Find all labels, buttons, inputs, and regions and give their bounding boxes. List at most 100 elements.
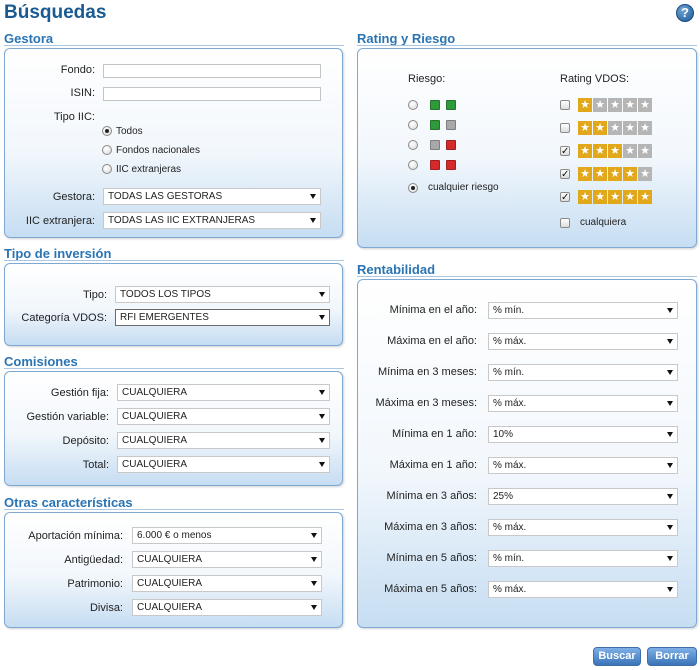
star-icon: ★	[608, 144, 622, 158]
chevron-down-icon	[667, 525, 673, 530]
rating-checkbox-5[interactable]: ✓	[560, 192, 570, 203]
riesgo-radio-3[interactable]	[408, 140, 418, 150]
chevron-down-icon	[319, 438, 325, 443]
rentabilidad-select[interactable]: % mín.	[488, 302, 678, 319]
star-icon: ★	[578, 98, 592, 112]
select-value: 25%	[493, 491, 514, 502]
help-icon[interactable]: ?	[676, 4, 694, 22]
isin-input[interactable]	[103, 87, 321, 101]
deposito-label: Depósito:	[62, 435, 109, 447]
risk-green-square-icon	[430, 100, 440, 110]
star-icon: ★	[593, 144, 607, 158]
rentabilidad-label: Mínima en el año:	[389, 304, 477, 316]
chevron-down-icon	[667, 587, 673, 592]
rentabilidad-select[interactable]: % máx.	[488, 333, 678, 350]
patrimonio-select[interactable]: CUALQUIERA	[132, 575, 322, 592]
select-value: % máx.	[493, 336, 527, 347]
riesgo-any-label: cualquier riesgo	[428, 182, 499, 193]
select-value: CUALQUIERA	[122, 411, 188, 422]
rating-checkbox-3[interactable]: ✓	[560, 146, 570, 157]
tipo-select[interactable]: TODOS LOS TIPOS	[115, 286, 330, 303]
rentabilidad-select[interactable]: % máx.	[488, 395, 678, 412]
rating-checkbox-cualquiera[interactable]	[560, 218, 570, 228]
gestion-fija-label: Gestión fija:	[50, 387, 109, 399]
rating-checkbox-2[interactable]	[560, 123, 570, 133]
star-icon: ★	[608, 190, 622, 204]
gestora-select-value: TODAS LAS GESTORAS	[108, 191, 223, 202]
section-divider	[4, 509, 344, 510]
chevron-down-icon	[311, 533, 317, 538]
riesgo-radio-4[interactable]	[408, 160, 418, 170]
chevron-down-icon	[319, 462, 325, 467]
rating-checkbox-4[interactable]: ✓	[560, 169, 570, 180]
rating-vdos-label: Rating VDOS:	[560, 73, 630, 85]
total-label: Total:	[82, 459, 109, 471]
antiguedad-select[interactable]: CUALQUIERA	[132, 551, 322, 568]
aportacion-minima-select[interactable]: 6.000 € o menos	[132, 527, 322, 544]
categoria-vdos-select-value: RFI EMERGENTES	[120, 312, 209, 323]
risk-gray-square-icon	[430, 140, 440, 150]
rentabilidad-select[interactable]: 25%	[488, 488, 678, 505]
select-value: % mín.	[493, 305, 525, 316]
risk-red-square-icon	[430, 160, 440, 170]
rentabilidad-select[interactable]: % máx.	[488, 581, 678, 598]
riesgo-radio-2[interactable]	[408, 120, 418, 130]
chevron-down-icon	[667, 463, 673, 468]
select-value: % máx.	[493, 460, 527, 471]
fondo-input[interactable]	[103, 64, 321, 78]
chevron-down-icon	[667, 370, 673, 375]
tipo-iic-radio-todos[interactable]	[102, 126, 112, 136]
section-divider	[357, 276, 697, 277]
tipo-iic-radio-nacionales[interactable]	[102, 145, 112, 155]
select-value: CUALQUIERA	[137, 578, 203, 589]
select-value: CUALQUIERA	[122, 459, 188, 470]
categoria-vdos-select[interactable]: RFI EMERGENTES	[115, 309, 330, 326]
rentabilidad-select[interactable]: % mín.	[488, 550, 678, 567]
star-icon: ★	[623, 98, 637, 112]
star-icon: ★	[623, 144, 637, 158]
star-icon: ★	[608, 167, 622, 181]
gestion-fija-select[interactable]: CUALQUIERA	[117, 384, 330, 401]
star-icon: ★	[623, 121, 637, 135]
rentabilidad-label: Máxima en 1 año:	[389, 459, 477, 471]
iic-extranjera-select[interactable]: TODAS LAS IIC EXTRANJERAS	[103, 212, 321, 229]
star-icon: ★	[638, 121, 652, 135]
panel-tipo-inversion: Tipo: TODOS LOS TIPOS Categoría VDOS: RF…	[4, 263, 343, 346]
rentabilidad-select[interactable]: % máx.	[488, 519, 678, 536]
deposito-select[interactable]: CUALQUIERA	[117, 432, 330, 449]
section-divider	[4, 260, 344, 261]
buscar-button[interactable]: Buscar	[593, 647, 641, 666]
star-icon: ★	[638, 98, 652, 112]
rating-checkbox-1[interactable]	[560, 100, 570, 110]
tipo-iic-radio-extranjeras[interactable]	[102, 164, 112, 174]
star-icon: ★	[623, 167, 637, 181]
rentabilidad-select[interactable]: 10%	[488, 426, 678, 443]
gestora-select[interactable]: TODAS LAS GESTORAS	[103, 188, 321, 205]
aportacion-minima-label: Aportación mínima:	[28, 530, 123, 542]
riesgo-label: Riesgo:	[408, 73, 446, 85]
section-title-gestora: Gestora	[4, 31, 54, 46]
chevron-down-icon	[667, 432, 673, 437]
rentabilidad-select[interactable]: % mín.	[488, 364, 678, 381]
select-value: % mín.	[493, 553, 525, 564]
chevron-down-icon	[319, 414, 325, 419]
divisa-select[interactable]: CUALQUIERA	[132, 599, 322, 616]
borrar-button[interactable]: Borrar	[647, 647, 697, 666]
rentabilidad-label: Máxima en 3 meses:	[375, 397, 477, 409]
antiguedad-label: Antigüedad:	[64, 554, 123, 566]
riesgo-radio-cualquier[interactable]	[408, 183, 418, 193]
chevron-down-icon	[319, 315, 325, 320]
select-value: 6.000 € o menos	[137, 530, 212, 541]
rentabilidad-select[interactable]: % máx.	[488, 457, 678, 474]
riesgo-radio-1[interactable]	[408, 100, 418, 110]
star-icon: ★	[638, 190, 652, 204]
risk-gray-square-icon	[446, 120, 456, 130]
chevron-down-icon	[311, 605, 317, 610]
gestora-label: Gestora:	[52, 191, 95, 203]
total-select[interactable]: CUALQUIERA	[117, 456, 330, 473]
select-value: CUALQUIERA	[122, 435, 188, 446]
section-title-tipo-inversion: Tipo de inversión	[4, 246, 112, 261]
categoria-vdos-label: Categoría VDOS:	[21, 312, 107, 324]
gestion-variable-select[interactable]: CUALQUIERA	[117, 408, 330, 425]
rating-stars: ★ ★ ★ ★ ★	[578, 167, 652, 181]
